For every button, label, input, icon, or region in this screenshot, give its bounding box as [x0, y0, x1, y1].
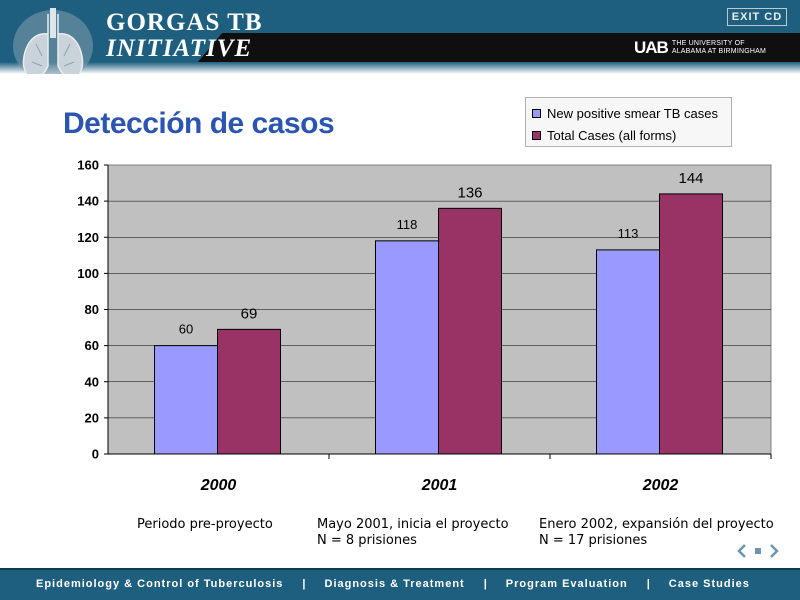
- x-category-label: 2001: [421, 477, 458, 494]
- y-tick-label: 40: [85, 374, 99, 389]
- annotation-2001: Mayo 2001, inicia el proyecto N = 8 pris…: [317, 517, 509, 549]
- y-tick-label: 160: [77, 158, 99, 173]
- y-tick-label: 20: [85, 410, 99, 425]
- legend-label-total-cases: Total Cases (all forms): [547, 127, 677, 143]
- legend-swatch-new-cases: [532, 108, 541, 118]
- nav-link-epidemiology[interactable]: Epidemiology & Control of Tuberculosis: [36, 578, 284, 590]
- uab-logo-mark: UAB: [634, 38, 669, 57]
- annotation-2001-line-1: Mayo 2001, inicia el proyecto: [317, 517, 509, 532]
- bar-chart: 0 20 40 60 80 100 120 140 160 60 69 2000 118 136 2001 1…: [77, 158, 772, 494]
- current-slide-dot-icon[interactable]: [755, 548, 761, 554]
- footer-top-line: [0, 568, 800, 570]
- x-category-label: 2002: [642, 477, 679, 494]
- chart-legend: New positive smear TB cases Total Cases …: [525, 97, 732, 147]
- nav-separator: |: [483, 578, 487, 590]
- lungs-logo-icon: [13, 8, 93, 74]
- page-title: Detección de casos: [63, 107, 335, 140]
- legend-label-new-cases: New positive smear TB cases: [547, 105, 718, 121]
- exit-cd-button[interactable]: EXIT CD: [727, 8, 787, 26]
- data-label-2000-series-0: 60: [179, 322, 193, 337]
- uab-line-2: ALABAMA AT BIRMINGHAM: [671, 48, 767, 55]
- y-tick-label: 0: [92, 447, 99, 462]
- y-tick-label: 80: [85, 302, 99, 317]
- uab-logo-text: THE UNIVERSITY OF ALABAMA AT BIRMINGHAM: [672, 40, 766, 56]
- data-label-2002-series-1: 144: [678, 170, 703, 187]
- footer-nav: Epidemiology & Control of Tuberculosis |…: [0, 568, 800, 600]
- bar-2000-series-0: [154, 345, 218, 455]
- uab-logo: UAB THE UNIVERSITY OF ALABAMA AT BIRMING…: [634, 38, 766, 58]
- data-label-2000-series-1: 69: [241, 305, 258, 322]
- data-label-2001-series-0: 118: [397, 217, 418, 232]
- header-fade: [0, 62, 800, 74]
- previous-slide-icon[interactable]: [735, 543, 751, 559]
- annotation-2000: Periodo pre-proyecto: [137, 517, 273, 533]
- slide-navigation: [735, 543, 781, 559]
- annotation-2002: Enero 2002, expansión del proyecto N = 1…: [539, 517, 774, 549]
- data-label-2002-series-0: 113: [618, 226, 639, 241]
- nav-link-diagnosis[interactable]: Diagnosis & Treatment: [324, 578, 465, 590]
- brand-line-2: INITIATIVE: [106, 35, 253, 62]
- annotation-2001-line-2: N = 8 prisiones: [317, 533, 417, 548]
- legend-item-new-cases: New positive smear TB cases: [532, 102, 725, 124]
- brand-line-1: GORGAS TB: [106, 9, 263, 36]
- annotation-2002-line-1: Enero 2002, expansión del proyecto: [539, 517, 774, 532]
- bar-2002-series-1: [659, 193, 723, 455]
- nav-separator: |: [646, 578, 650, 590]
- next-slide-icon[interactable]: [765, 543, 781, 559]
- nav-link-program-evaluation[interactable]: Program Evaluation: [505, 578, 628, 590]
- annotation-2000-line-1: Periodo pre-proyecto: [137, 517, 273, 532]
- legend-swatch-total-cases: [532, 130, 541, 140]
- bar-2001-series-1: [438, 207, 502, 455]
- y-tick-label: 120: [77, 230, 99, 245]
- annotation-2002-line-2: N = 17 prisiones: [539, 533, 648, 548]
- legend-item-total-cases: Total Cases (all forms): [532, 124, 725, 146]
- data-label-2001-series-1: 136: [457, 184, 482, 201]
- uab-line-1: THE UNIVERSITY OF: [671, 40, 745, 47]
- bar-2002-series-0: [596, 249, 660, 455]
- header-bar: GORGAS TB INITIATIVE EXIT CD UAB THE UNI…: [0, 0, 800, 74]
- brand-title: GORGAS TB INITIATIVE: [106, 10, 263, 62]
- y-tick-label: 60: [85, 338, 99, 353]
- y-tick-label: 140: [77, 194, 99, 209]
- nav-separator: |: [302, 578, 306, 590]
- bar-2001-series-0: [375, 240, 439, 455]
- nav-link-case-studies[interactable]: Case Studies: [668, 578, 750, 590]
- bar-2000-series-1: [217, 328, 281, 455]
- x-category-label: 2000: [200, 477, 237, 494]
- header-dark-band: [250, 33, 800, 62]
- y-tick-label: 100: [77, 266, 99, 281]
